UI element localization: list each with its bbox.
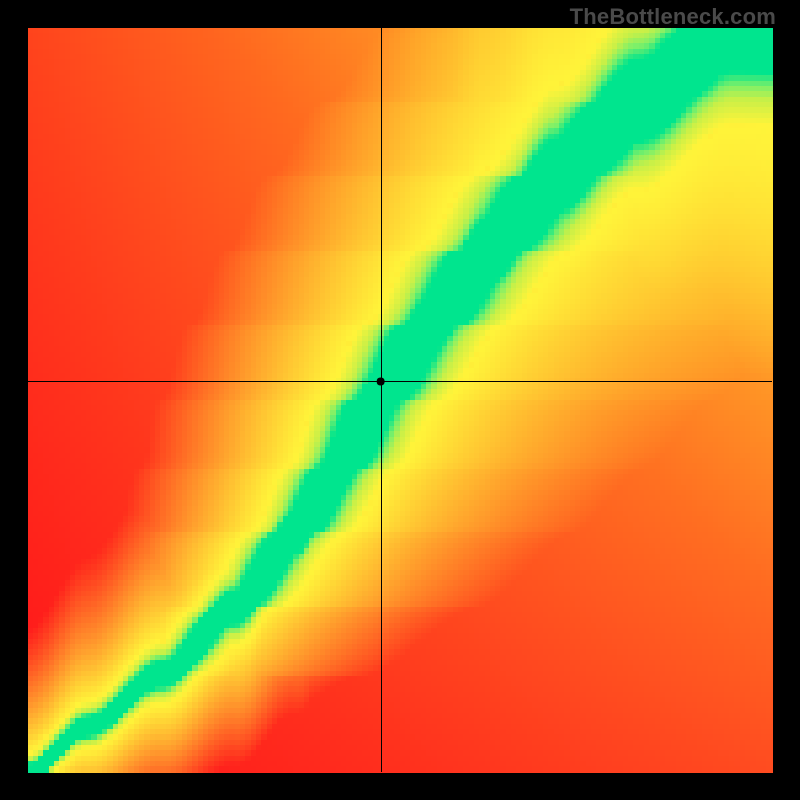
attribution-label: TheBottleneck.com bbox=[570, 4, 776, 30]
root-container: TheBottleneck.com bbox=[0, 0, 800, 800]
bottleneck-heatmap bbox=[0, 0, 800, 800]
